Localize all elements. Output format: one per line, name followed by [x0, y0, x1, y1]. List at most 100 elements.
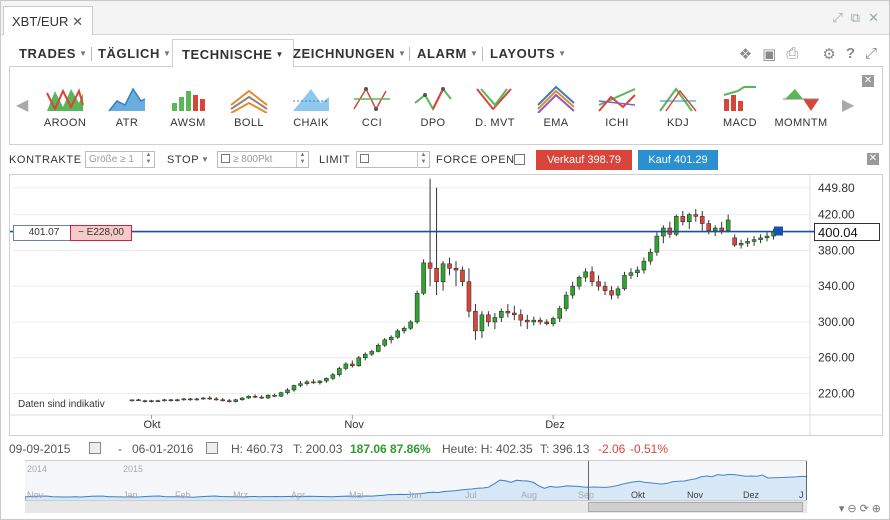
y-tick-label: 380.00	[818, 243, 855, 257]
candle-up	[745, 241, 750, 244]
image-icon[interactable]: ▣	[762, 46, 777, 63]
indicator-label: AROON	[43, 117, 87, 129]
indicator-aroon[interactable]: AROON	[36, 85, 94, 129]
indicator-dmvt[interactable]: D. MVT	[466, 85, 524, 129]
indicator-boll[interactable]: BOLL	[220, 85, 278, 129]
layers-icon[interactable]: ❖	[738, 46, 753, 63]
candle-up	[622, 275, 627, 290]
candle-down	[466, 281, 472, 312]
navigator-month: Feb	[175, 490, 191, 500]
popout-icon[interactable]: ⧉	[850, 10, 861, 25]
menu-trades[interactable]: TRADES ▼	[19, 39, 88, 67]
candlestick-chart[interactable]: 449.80 420.00 380.00 340.00 300.00 260.00 220.…	[10, 175, 882, 435]
expand-icon[interactable]: ⤢	[864, 45, 877, 62]
indicator-ema[interactable]: EMA	[527, 85, 585, 129]
calendar-icon[interactable]	[89, 442, 101, 454]
navigator-month: Jul	[465, 490, 477, 500]
close-tab-icon[interactable]: ✕	[72, 14, 83, 29]
indicator-chaik[interactable]: CHAIK	[282, 85, 340, 129]
buy-button[interactable]: Kauf 401.29	[638, 150, 718, 170]
stop-input[interactable]: ≥ 800Pkt ▲ ▼	[217, 151, 309, 168]
stop-checkbox[interactable]	[221, 154, 230, 163]
stats-row: 09-09-2015 - 06-01-2016 H: 460.73 T: 200…	[9, 442, 883, 458]
maximize-icon[interactable]: ⤢	[832, 10, 843, 25]
chevron-down-icon: ▼	[469, 49, 479, 58]
reset-zoom-icon[interactable]: ⟳	[859, 503, 869, 515]
candle-down	[473, 310, 478, 332]
indicator-kdj[interactable]: KDJ	[649, 85, 707, 129]
kontrakte-placeholder: Größe ≥ 1	[89, 154, 134, 165]
navigator-area	[25, 473, 807, 501]
calendar-icon[interactable]	[206, 442, 218, 454]
scroll-left-icon[interactable]: ◀	[16, 97, 29, 114]
date-from[interactable]: 09-09-2015	[9, 442, 71, 456]
close-window-icon[interactable]: ✕	[868, 10, 879, 25]
force-open-checkbox[interactable]	[514, 154, 525, 165]
candle-down	[142, 400, 148, 402]
zoom-in-icon[interactable]: ⊕	[871, 503, 881, 515]
candle-down	[732, 237, 737, 246]
macd-icon	[723, 86, 756, 111]
indicator-dpo[interactable]: DPO	[404, 85, 462, 129]
navigator-series	[25, 473, 807, 501]
scroll-right-icon[interactable]: ▶	[842, 97, 855, 114]
close-orderbar-icon[interactable]: ✕	[867, 153, 879, 165]
stepper-icon[interactable]: ▲ ▼	[296, 152, 308, 167]
kontrakte-input[interactable]: Größe ≥ 1 ▲ ▼	[85, 151, 155, 168]
candle-down	[512, 312, 517, 316]
sell-button[interactable]: Verkauf 398.79	[536, 150, 632, 170]
indicator-macd[interactable]: MACD	[711, 85, 769, 129]
indicator-awsm[interactable]: AWSM	[159, 85, 217, 129]
x-tick-label: Dez	[545, 419, 565, 431]
position-price-label[interactable]: 401.07	[13, 225, 75, 241]
gear-icon[interactable]: ⚙	[822, 46, 836, 63]
limit-checkbox[interactable]	[360, 154, 369, 163]
candle-down	[207, 397, 213, 400]
navigator-scrollbar[interactable]	[25, 500, 807, 513]
candle-down	[486, 314, 491, 323]
chevron-down-icon[interactable]: ▼	[201, 155, 210, 164]
menu-technische[interactable]: TECHNISCHE ▼	[172, 39, 295, 68]
stepper-icon[interactable]: ▲ ▼	[142, 152, 154, 167]
instrument-tab[interactable]: XBT/EUR ✕	[3, 6, 93, 35]
limit-input[interactable]: ▲ ▼	[356, 151, 430, 168]
navigator-month: Mrz	[233, 490, 248, 500]
menu-divider	[482, 47, 483, 61]
indicator-cci[interactable]: CCI	[343, 85, 401, 129]
chevron-down-icon: ▼	[275, 50, 285, 59]
indicator-momntm[interactable]: MOMNTM	[772, 85, 830, 129]
stepper-icon[interactable]: ▲ ▼	[417, 152, 429, 167]
order-bar: KONTRAKTE Größe ≥ 1 ▲ ▼ STOP ▼ ≥ 800Pkt ▲…	[9, 150, 883, 170]
zoom-out-icon[interactable]: ⊖	[847, 503, 857, 515]
menu-zeichnungen[interactable]: ZEICHNUNGEN ▼	[293, 39, 406, 67]
y-tick-label: 420.00	[818, 208, 855, 222]
candle-down	[129, 399, 135, 402]
navigator-selection[interactable]	[588, 461, 807, 501]
position-pnl-label: − E228,00	[70, 225, 132, 241]
menu-alarm[interactable]: ALARM ▼	[417, 39, 478, 67]
navigator-scroll-thumb[interactable]	[588, 502, 803, 512]
candle-up	[162, 399, 167, 402]
navigator[interactable]: 2014 2015 Nov Jan Feb Mrz Apr Mai Jun Ju…	[25, 460, 807, 501]
candle-down	[706, 223, 711, 231]
scroll-down-icon[interactable]: ▾	[838, 503, 845, 515]
print-icon[interactable]: ⎙	[786, 45, 799, 62]
candle-down	[525, 319, 530, 323]
chevron-down-icon: ▼	[79, 49, 88, 58]
menu-taeglich[interactable]: TÄGLICH ▼	[98, 39, 172, 67]
indicator-panel: ◀ ▶ ✕ AROON ATR AWSM BOLL CHAIK CCI	[9, 67, 883, 145]
date-to[interactable]: 06-01-2016	[132, 442, 194, 456]
close-panel-icon[interactable]: ✕	[862, 75, 874, 87]
y-tick-label: 260.00	[818, 351, 855, 365]
indicator-ichi[interactable]: ICHI	[588, 85, 646, 129]
candle-down	[602, 285, 608, 291]
help-icon[interactable]: ?	[845, 45, 855, 62]
menu-layouts[interactable]: LAYOUTS ▼	[490, 39, 567, 67]
candle-up	[764, 235, 770, 239]
indicator-atr[interactable]: ATR	[98, 85, 156, 129]
candle-up	[395, 330, 400, 338]
candle-up	[635, 269, 640, 273]
price-chart[interactable]: 449.80 420.00 380.00 340.00 300.00 260.00 220.…	[9, 174, 883, 436]
candle-down	[699, 216, 705, 224]
menu-divider	[91, 47, 92, 61]
